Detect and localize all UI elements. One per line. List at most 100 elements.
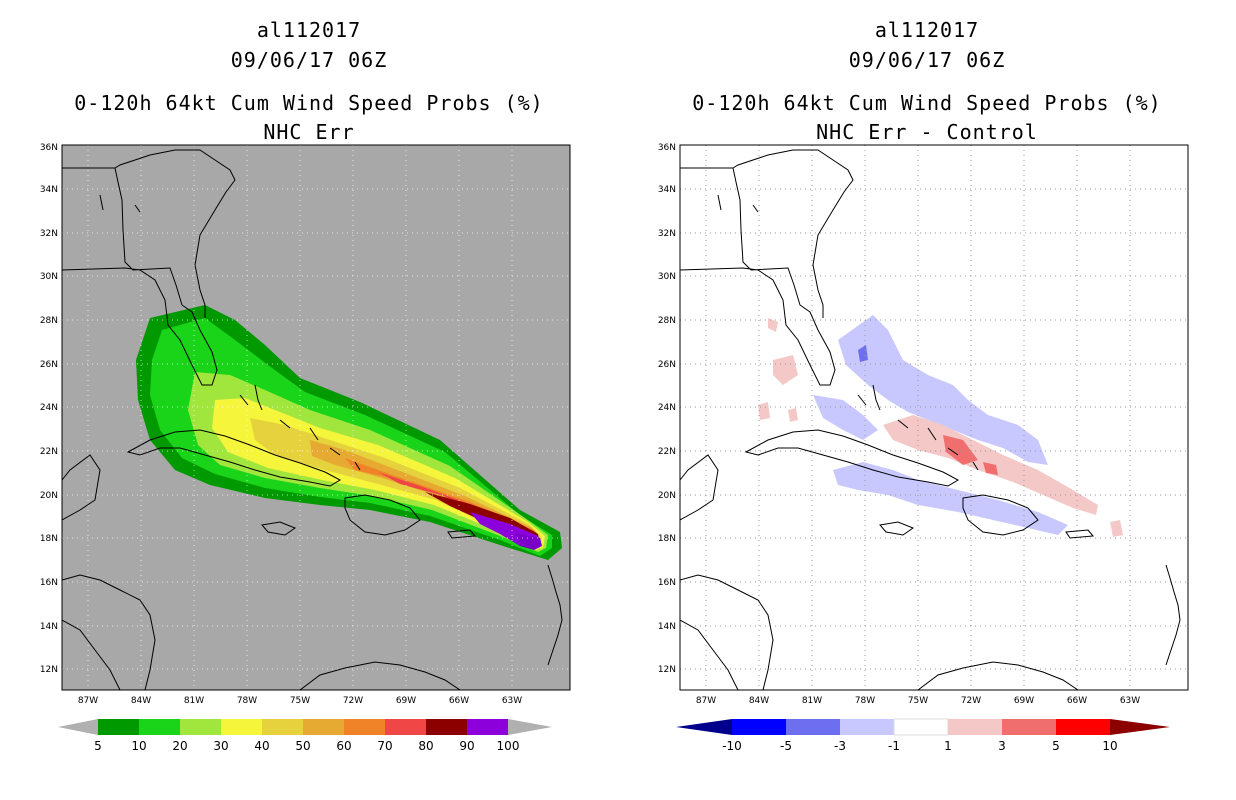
colorbar-swatch xyxy=(262,719,303,735)
lat-label: 32N xyxy=(658,229,676,239)
colorbar-label: 10 xyxy=(131,739,146,753)
lat-label: 30N xyxy=(658,272,676,282)
forecast-time: 09/06/17 06Z xyxy=(230,48,388,72)
colorbar-label: -3 xyxy=(834,739,846,753)
lat-label: 36N xyxy=(40,143,58,153)
lat-label: 14N xyxy=(658,622,676,632)
lon-label: 66W xyxy=(449,696,469,706)
difference-field xyxy=(758,315,1123,537)
lat-label: 20N xyxy=(658,491,676,501)
lat-label: 14N xyxy=(40,622,58,632)
product-title: 0-120h 64kt Cum Wind Speed Probs (%) xyxy=(74,91,544,115)
colorbar-swatch xyxy=(786,719,840,735)
lon-label: 69W xyxy=(1014,696,1034,706)
lon-label: 63W xyxy=(1120,696,1140,706)
colorbar-label: 90 xyxy=(459,739,474,753)
panel-subtitle: NHC Err - Control xyxy=(816,120,1038,144)
lat-label: 16N xyxy=(658,578,676,588)
colorbar-label: -10 xyxy=(722,739,742,753)
colorbar-label: 70 xyxy=(377,739,392,753)
colorbar-label: 80 xyxy=(418,739,433,753)
lat-label: 28N xyxy=(40,316,58,326)
probability-swath xyxy=(136,305,562,560)
colorbar-label: 30 xyxy=(213,739,228,753)
colorbar-label: 50 xyxy=(295,739,310,753)
lon-label: 81W xyxy=(184,696,204,706)
forecast-time: 09/06/17 06Z xyxy=(848,48,1006,72)
lon-label: 75W xyxy=(908,696,928,706)
lon-label: 75W xyxy=(290,696,310,706)
lon-label: 72W xyxy=(343,696,363,706)
colorbar: 5 10 20 30 40 50 60 70 80 90 100 xyxy=(58,719,552,753)
colorbar-swatch xyxy=(426,719,467,735)
colorbar-swatch xyxy=(180,719,221,735)
colorbar: -10 -5 -3 -1 1 3 5 10 xyxy=(676,718,1170,753)
colorbar-over xyxy=(1110,719,1170,735)
map-frame xyxy=(61,144,571,691)
colorbar-label: 20 xyxy=(172,739,187,753)
coastlines xyxy=(62,149,563,690)
lon-labels: 87W 84W 81W 78W 75W 72W 69W 66W 63W xyxy=(78,696,522,706)
lat-label: 12N xyxy=(658,665,676,675)
lon-label: 84W xyxy=(749,696,769,706)
colorbar-swatch xyxy=(1056,719,1110,735)
lon-label: 87W xyxy=(78,696,98,706)
lat-label: 24N xyxy=(658,403,676,413)
colorbar-under xyxy=(676,719,732,735)
colorbar-swatch xyxy=(467,719,508,735)
colorbar-over xyxy=(508,719,552,735)
lon-label: 87W xyxy=(696,696,716,706)
colorbar-swatch xyxy=(139,719,180,735)
colorbar-swatch xyxy=(221,719,262,735)
right-panel: al112017 09/06/17 06Z 0-120h 64kt Cum Wi… xyxy=(618,0,1236,800)
lat-label: 20N xyxy=(40,491,58,501)
lat-labels: 12N 14N 16N 18N 20N 22N 24N 26N 28N 30N … xyxy=(658,143,676,675)
lon-label: 81W xyxy=(802,696,822,706)
lat-label: 34N xyxy=(658,185,676,195)
lat-label: 32N xyxy=(40,229,58,239)
colorbar-swatch xyxy=(840,719,894,735)
colorbar-label: 60 xyxy=(336,739,351,753)
lon-label: 84W xyxy=(131,696,151,706)
lon-label: 72W xyxy=(961,696,981,706)
product-title: 0-120h 64kt Cum Wind Speed Probs (%) xyxy=(692,91,1162,115)
colorbar-label: 5 xyxy=(94,739,102,753)
lon-label: 69W xyxy=(396,696,416,706)
colorbar-swatch xyxy=(1002,719,1056,735)
colorbar-swatch xyxy=(893,718,949,736)
colorbar-label: 1 xyxy=(944,739,952,753)
colorbar-swatch xyxy=(303,719,344,735)
lat-label: 28N xyxy=(658,316,676,326)
map-frame xyxy=(679,144,1189,691)
colorbar-swatch xyxy=(98,719,139,735)
colorbar-swatch xyxy=(344,719,385,735)
lat-label: 16N xyxy=(40,578,58,588)
colorbar-swatch xyxy=(385,719,426,735)
lon-label: 78W xyxy=(237,696,257,706)
lat-label: 22N xyxy=(658,447,676,457)
colorbar-swatch xyxy=(948,719,1002,735)
storm-id: al112017 xyxy=(874,18,980,42)
colorbar-under xyxy=(58,719,98,735)
lat-label: 26N xyxy=(40,360,58,370)
colorbar-label: -5 xyxy=(780,739,792,753)
map-grid xyxy=(62,145,570,690)
colorbar-label: 3 xyxy=(998,739,1006,753)
lat-label: 24N xyxy=(40,403,58,413)
lat-label: 30N xyxy=(40,272,58,282)
difference-map: 12N 14N 16N 18N 20N 22N 24N 26N 28N 30N … xyxy=(658,143,1189,753)
colorbar-label: -1 xyxy=(888,739,900,753)
probability-map: 12N 14N 16N 18N 20N 22N 24N 26N 28N 30N … xyxy=(40,143,571,753)
lat-label: 18N xyxy=(658,534,676,544)
lat-label: 36N xyxy=(658,143,676,153)
colorbar-label: 40 xyxy=(254,739,269,753)
lon-label: 78W xyxy=(855,696,875,706)
colorbar-swatch xyxy=(732,719,786,735)
panel-subtitle: NHC Err xyxy=(263,120,355,144)
colorbar-label: 100 xyxy=(497,739,520,753)
coastlines xyxy=(680,149,1181,690)
lat-label: 26N xyxy=(658,360,676,370)
colorbar-label: 5 xyxy=(1052,739,1060,753)
lon-label: 66W xyxy=(1067,696,1087,706)
lat-labels: 12N 14N 16N 18N 20N 22N 24N 26N 28N 30N … xyxy=(40,143,58,675)
